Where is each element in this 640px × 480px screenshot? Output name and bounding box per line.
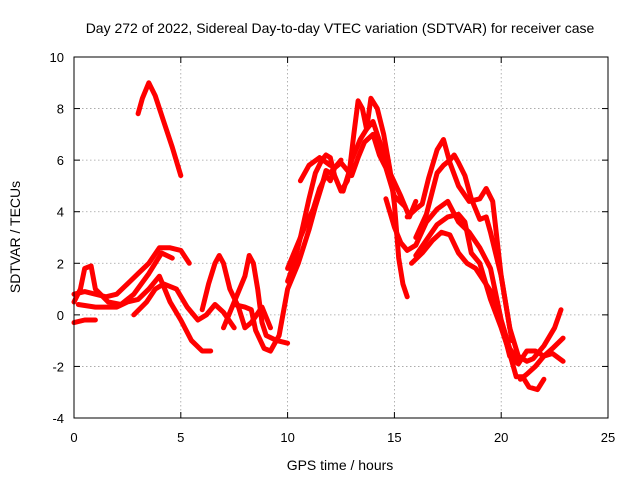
series-trace-1	[135, 80, 184, 179]
y-tick-label: 10	[50, 50, 64, 65]
series-trace-12	[340, 95, 410, 300]
chart-title: Day 272 of 2022, Sidereal Day-to-day VTE…	[86, 20, 595, 36]
series-trace-14	[383, 196, 521, 364]
series-trace-5	[75, 273, 214, 354]
x-tick-label: 20	[494, 430, 508, 445]
y-tick-label: -2	[52, 359, 64, 374]
y-tick-label: 0	[57, 308, 64, 323]
series-trace-15	[404, 137, 515, 344]
y-tick-label: 8	[57, 102, 64, 117]
axis-ticks: 0 5 10 15 20 25 -4 -2 0 2 4 6 8 10	[50, 50, 616, 445]
x-tick-label: 0	[70, 430, 77, 445]
series-trace-13	[297, 155, 333, 184]
y-tick-label: -4	[52, 411, 64, 426]
grid	[74, 57, 608, 418]
series-trace-16	[413, 152, 564, 364]
x-tick-label: 25	[601, 430, 615, 445]
series-trace-3	[71, 250, 175, 307]
data-traces	[71, 80, 566, 393]
series-trace-6	[131, 281, 237, 331]
x-tick-label: 15	[387, 430, 401, 445]
y-axis-label: SDTVAR / TECUs	[7, 181, 23, 293]
y-tick-label: 6	[57, 153, 64, 168]
x-tick-label: 10	[280, 430, 294, 445]
x-axis-label: GPS time / hours	[287, 457, 394, 473]
y-tick-label: 2	[57, 256, 64, 271]
series-trace-19	[517, 351, 566, 382]
series-trace-2	[71, 317, 98, 326]
series-trace-4	[71, 245, 192, 300]
x-tick-label: 5	[177, 430, 184, 445]
series-trace-11	[285, 131, 408, 271]
plot-frame	[73, 56, 609, 419]
y-tick-label: 4	[57, 205, 64, 220]
series-trace-8	[221, 253, 291, 346]
series-trace-18	[409, 229, 566, 367]
